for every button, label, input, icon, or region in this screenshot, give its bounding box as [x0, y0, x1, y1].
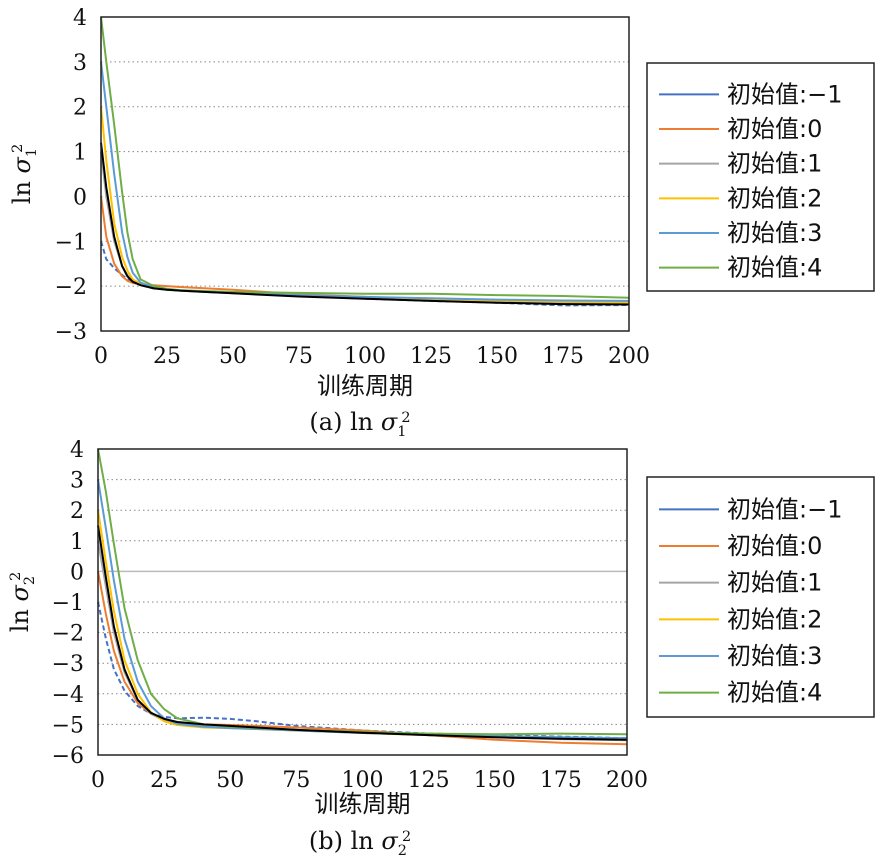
x-tick-label: 175 [542, 344, 584, 369]
series-line-1 [100, 196, 630, 306]
panel-caption: (a) ln σ12 [309, 408, 410, 440]
series-line-5 [100, 16, 630, 299]
series-line-5 [97, 448, 628, 736]
y-tick-label: −1 [52, 591, 84, 616]
y-axis-title: ln σ22 [6, 572, 38, 632]
y-tick-label: −1 [55, 230, 87, 255]
series-line-3 [97, 510, 628, 741]
legend-entry: 初始值:4 [727, 679, 822, 707]
y-tick-label: −4 [52, 683, 84, 708]
legend-box [646, 476, 875, 718]
x-axis-title: 训练周期 [317, 372, 413, 400]
y-tick-label: 0 [73, 185, 87, 210]
legend-entry: 初始值:1 [727, 150, 822, 178]
legend-entry: 初始值:2 [727, 605, 822, 633]
x-tick-label: 125 [410, 344, 452, 369]
y-tick-label: 4 [73, 6, 87, 31]
legend-box [646, 62, 875, 292]
x-tick-label: 50 [216, 768, 244, 793]
y-tick-label: −6 [52, 744, 84, 769]
x-tick-label: 75 [285, 344, 313, 369]
y-axis-title: ln σ12 [8, 144, 40, 204]
y-tick-label: 4 [70, 438, 84, 463]
series-line-2 [100, 151, 629, 305]
chart-panel-b: −6 −5 −4 −3 −2 −1 0 1 2 3 4 0 25 50 75 100 125 150 175 200 训… [6, 438, 875, 859]
y-tick-label: 3 [73, 51, 87, 76]
legend-entry: 初始值:0 [727, 115, 822, 143]
x-tick-label: 50 [219, 344, 247, 369]
x-tick-label: 100 [344, 344, 386, 369]
y-tick-label: −3 [52, 652, 84, 677]
legend-entry: 初始值:4 [727, 254, 822, 282]
x-tick-label: 200 [606, 768, 648, 793]
y-tick-label: −5 [52, 713, 84, 738]
series-line-4 [97, 479, 628, 740]
x-tick-label: 25 [150, 768, 178, 793]
legend: 初始值:−1 初始值:0 初始值:1 初始值:2 初始值:3 初始值:4 [646, 476, 875, 718]
x-axis-title: 训练周期 [315, 790, 411, 818]
legend-entry: 初始值:3 [727, 219, 822, 247]
y-tick-label: 2 [70, 499, 84, 524]
x-tick-label: 75 [282, 768, 310, 793]
y-tick-label: 1 [70, 530, 84, 555]
legend-entry: 初始值:−1 [727, 495, 842, 523]
legend-entry: 初始值:−1 [727, 80, 842, 108]
x-tick-label: 25 [153, 344, 181, 369]
x-tick-label: 150 [474, 768, 516, 793]
plot-frame [97, 448, 628, 756]
series-line-6 [97, 525, 628, 741]
x-tick-label: 175 [540, 768, 582, 793]
x-tick-label: 150 [476, 344, 518, 369]
panel-caption: (b) ln σ22 [309, 827, 411, 859]
series-line-6 [100, 142, 630, 306]
legend-entry: 初始值:2 [727, 184, 822, 212]
x-tick-label: 0 [91, 768, 105, 793]
legend-entry: 初始值:3 [727, 642, 822, 670]
series-line-4 [100, 61, 630, 302]
legend-entry: 初始值:1 [727, 569, 822, 597]
y-tick-label: 2 [73, 96, 87, 121]
y-tick-label: 3 [70, 469, 84, 494]
plot-frame [100, 16, 630, 332]
series-line-3 [100, 106, 630, 304]
y-tick-label: 1 [73, 141, 87, 166]
legend-entry: 初始值:0 [727, 532, 822, 560]
x-tick-label: 125 [408, 768, 450, 793]
x-tick-label: 100 [342, 768, 384, 793]
y-tick-label: −2 [52, 622, 84, 647]
legend: 初始值:−1 初始值:0 初始值:1 初始值:2 初始值:3 初始值:4 [646, 62, 875, 292]
y-tick-label: 0 [70, 560, 84, 585]
y-tick-label: −2 [55, 275, 87, 300]
y-tick-label: −3 [55, 320, 87, 345]
x-tick-label: 0 [94, 344, 108, 369]
x-tick-label: 200 [608, 344, 650, 369]
chart-panel-a: −3 −2 −1 0 1 2 3 4 0 25 50 75 100 125 150 175 200 训练周期 ln … [8, 6, 875, 440]
